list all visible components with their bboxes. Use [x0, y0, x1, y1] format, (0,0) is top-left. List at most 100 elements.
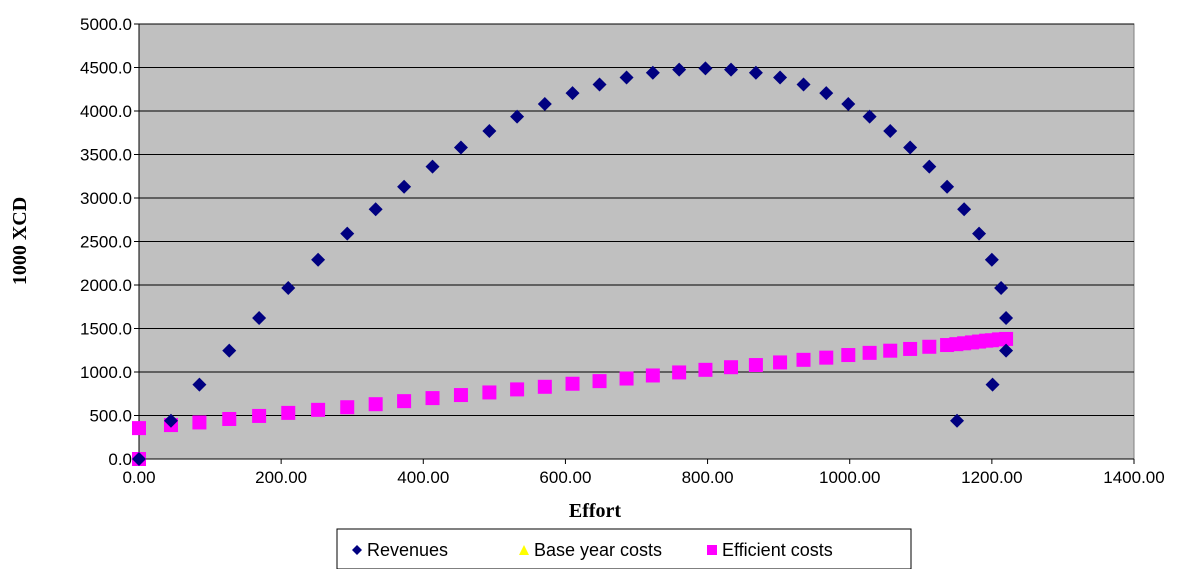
data-point: [425, 159, 440, 174]
data-point: [397, 179, 412, 194]
y-tick-label: 3000.0: [80, 189, 132, 208]
data-point: [619, 371, 634, 386]
data-point: [999, 343, 1014, 358]
data-point: [940, 179, 955, 194]
x-tick-label: 800.00: [682, 468, 734, 487]
legend-label: Revenues: [367, 540, 448, 560]
data-point: [453, 140, 468, 155]
y-tick-label: 4000.0: [80, 102, 132, 121]
data-point: [957, 202, 972, 217]
data-point: [510, 109, 525, 124]
data-point: [862, 345, 877, 360]
data-point: [482, 124, 497, 139]
data-point: [132, 452, 146, 466]
data-point: [819, 350, 834, 365]
data-point: [192, 377, 207, 392]
x-tick-label: 200.00: [255, 468, 307, 487]
data-point: [565, 86, 580, 101]
data-point: [903, 140, 918, 155]
legend-marker: [519, 545, 529, 555]
y-tick-label: 2000.0: [80, 276, 132, 295]
data-point: [163, 413, 178, 428]
data-point: [537, 379, 552, 394]
data-point: [748, 65, 763, 80]
data-point: [482, 385, 497, 400]
data-point: [645, 368, 660, 383]
data-point: [565, 376, 580, 391]
tick-labels: 0.0 500.0 1000.0 1500.0 2000.0 2500.0 3000.0 35…: [80, 15, 1165, 487]
data-point: [619, 70, 634, 85]
data-point: [645, 65, 660, 80]
data-point: [132, 421, 146, 436]
x-tick-label: 0.00: [122, 468, 155, 487]
data-point: [592, 77, 607, 92]
y-tick-label: 2500.0: [80, 233, 132, 252]
data-point: [368, 202, 383, 217]
y-axis-title: 1000 XCD: [9, 197, 31, 285]
data-point: [537, 97, 552, 112]
legend-marker: [707, 545, 717, 555]
data-point: [453, 388, 468, 403]
data-point: [222, 411, 237, 426]
data-point: [841, 348, 856, 363]
data-point: [510, 382, 525, 397]
data-point: [672, 62, 687, 77]
data-point: [724, 62, 739, 77]
data-point: [281, 405, 296, 420]
data-point: [252, 311, 267, 326]
data-point: [252, 408, 267, 423]
data-point: [796, 352, 811, 367]
data-point: [698, 362, 713, 377]
gridlines: [139, 23, 1134, 416]
data-point: [368, 397, 383, 412]
data-point: [724, 360, 739, 375]
data-point: [999, 331, 1014, 346]
data-point: [922, 159, 937, 174]
x-tick-label: 400.00: [397, 468, 449, 487]
data-point: [192, 415, 207, 430]
data-point: [311, 252, 326, 267]
legend-entries: Revenues Base year costs Efficient costs: [352, 540, 833, 560]
y-tick-label: 4500.0: [80, 59, 132, 78]
data-point: [222, 343, 237, 358]
data-point: [985, 377, 1000, 392]
legend-label: Base year costs: [534, 540, 662, 560]
legend-box: [336, 528, 912, 569]
data-point: [773, 70, 788, 85]
data-point: [950, 413, 965, 428]
y-tick-label: 1000.0: [80, 363, 132, 382]
data-point: [903, 341, 918, 356]
data-point: [425, 391, 440, 406]
y-tick-label: 500.0: [89, 407, 132, 426]
x-axis-title: Effort: [569, 500, 622, 522]
data-point: [340, 226, 355, 241]
data-point: [773, 355, 788, 370]
data-point: [592, 374, 607, 389]
x-tick-label: 1200.00: [961, 468, 1022, 487]
data-point: [281, 281, 296, 296]
legend-marker: [352, 545, 362, 555]
data-points: [132, 61, 1014, 466]
x-tick-label: 1400.00: [1103, 468, 1164, 487]
data-point: [311, 402, 326, 417]
data-point: [999, 311, 1014, 326]
data-point: [672, 365, 687, 380]
data-point: [883, 343, 898, 358]
data-point: [698, 61, 713, 76]
y-tick-label: 0.0: [108, 450, 132, 469]
data-point: [984, 252, 999, 267]
axes: [134, 23, 1135, 464]
data-point: [397, 394, 412, 409]
data-point: [883, 124, 898, 139]
legend-label: Efficient costs: [722, 540, 833, 560]
data-point: [972, 226, 987, 241]
data-point: [748, 358, 763, 373]
y-tick-label: 5000.0: [80, 15, 132, 34]
data-point: [841, 97, 856, 112]
x-tick-label: 1000.00: [819, 468, 880, 487]
y-tick-label: 3500.0: [80, 146, 132, 165]
data-point: [994, 281, 1009, 296]
data-point: [922, 339, 937, 354]
data-point: [796, 77, 811, 92]
